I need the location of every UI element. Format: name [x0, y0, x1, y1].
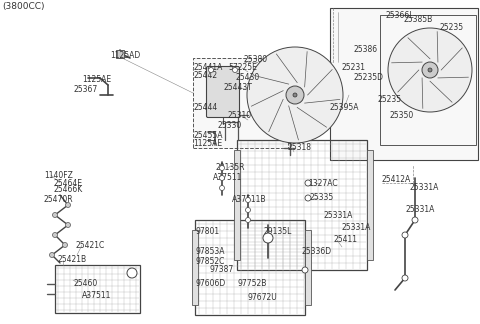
Text: 97387: 97387	[210, 265, 234, 274]
Bar	[192, 230, 198, 305]
Text: 57225E: 57225E	[228, 64, 257, 73]
Text: 25411: 25411	[333, 236, 357, 245]
Circle shape	[422, 62, 438, 78]
Text: 97752B: 97752B	[238, 280, 267, 288]
Bar	[116, 50, 124, 58]
Text: 25235: 25235	[378, 96, 402, 105]
Text: A37511: A37511	[213, 173, 242, 182]
Text: 25460: 25460	[73, 279, 97, 287]
Circle shape	[402, 275, 408, 281]
Text: 25231: 25231	[342, 64, 366, 73]
Text: 25310: 25310	[228, 110, 252, 120]
Circle shape	[232, 67, 238, 73]
Bar	[234, 150, 240, 260]
Bar	[237, 140, 367, 270]
Text: 25386: 25386	[354, 45, 378, 54]
Text: 25380: 25380	[244, 55, 268, 64]
Text: 25430: 25430	[235, 73, 259, 82]
Circle shape	[208, 67, 214, 73]
Text: 25466K: 25466K	[54, 186, 83, 194]
Bar	[330, 8, 478, 160]
Circle shape	[428, 68, 432, 72]
Text: 97801: 97801	[196, 227, 220, 237]
Text: 25455A: 25455A	[193, 132, 223, 141]
Circle shape	[62, 242, 68, 248]
Text: 1125AE: 1125AE	[82, 75, 111, 85]
Text: 25441A: 25441A	[194, 64, 223, 73]
Text: A37511B: A37511B	[232, 195, 266, 204]
Bar	[380, 15, 476, 145]
Circle shape	[219, 166, 225, 170]
Circle shape	[52, 213, 58, 217]
Bar	[305, 230, 311, 305]
Text: 25331A: 25331A	[405, 205, 434, 214]
Text: 25235D: 25235D	[354, 74, 384, 83]
Text: 1125AD: 1125AD	[110, 51, 140, 60]
Text: 25444: 25444	[193, 103, 217, 112]
Text: 25331A: 25331A	[342, 224, 372, 233]
Text: 25366L: 25366L	[385, 10, 413, 19]
Text: 1327AC: 1327AC	[308, 179, 337, 188]
Text: 97606D: 97606D	[195, 280, 225, 288]
Circle shape	[65, 202, 71, 207]
Circle shape	[412, 217, 418, 223]
Text: 25385B: 25385B	[404, 16, 433, 25]
Text: 97853A: 97853A	[195, 248, 225, 257]
Bar	[367, 150, 373, 260]
Text: 25331A: 25331A	[323, 211, 352, 219]
Text: 25412A: 25412A	[382, 176, 411, 184]
Circle shape	[305, 195, 311, 201]
Text: 97852C: 97852C	[196, 258, 226, 267]
Circle shape	[293, 93, 297, 97]
Text: 25330: 25330	[218, 121, 242, 130]
Text: A: A	[130, 271, 134, 275]
Text: 25443T: 25443T	[224, 83, 253, 91]
Text: 25336D: 25336D	[302, 248, 332, 257]
Circle shape	[245, 207, 251, 213]
Circle shape	[49, 252, 55, 258]
Bar	[195, 220, 305, 315]
Text: 29135R: 29135R	[215, 164, 244, 172]
Circle shape	[305, 180, 311, 186]
Circle shape	[263, 233, 273, 243]
Circle shape	[219, 186, 225, 191]
Circle shape	[245, 217, 251, 223]
Text: 25442: 25442	[194, 72, 218, 80]
Circle shape	[302, 267, 308, 273]
Circle shape	[286, 86, 304, 104]
Text: 25464E: 25464E	[54, 179, 83, 188]
Text: (3800CC): (3800CC)	[2, 3, 45, 11]
Circle shape	[65, 223, 71, 227]
Text: 25235: 25235	[440, 24, 464, 32]
Text: 25470R: 25470R	[43, 195, 72, 204]
Text: 1125AE: 1125AE	[193, 138, 222, 147]
Circle shape	[219, 176, 225, 180]
Circle shape	[402, 232, 408, 238]
Circle shape	[247, 47, 343, 143]
Text: 25395A: 25395A	[329, 103, 359, 112]
Bar	[193, 58, 288, 148]
Circle shape	[52, 233, 58, 237]
Text: 25421C: 25421C	[75, 240, 104, 249]
Text: 25335: 25335	[309, 193, 333, 202]
Text: A37511: A37511	[82, 291, 111, 299]
Circle shape	[127, 268, 137, 278]
Text: A: A	[266, 236, 270, 240]
Text: 97672U: 97672U	[248, 294, 278, 303]
Text: 25421B: 25421B	[57, 256, 86, 264]
Text: 29135L: 29135L	[263, 226, 291, 236]
Text: 25350: 25350	[390, 110, 414, 120]
Text: 25318: 25318	[288, 144, 312, 153]
Circle shape	[388, 28, 472, 112]
Bar	[55, 265, 140, 313]
FancyBboxPatch shape	[206, 66, 240, 118]
Text: 25367: 25367	[73, 86, 97, 95]
Text: 25331A: 25331A	[410, 183, 439, 192]
Text: 1140FZ: 1140FZ	[44, 170, 73, 179]
Circle shape	[245, 198, 251, 202]
